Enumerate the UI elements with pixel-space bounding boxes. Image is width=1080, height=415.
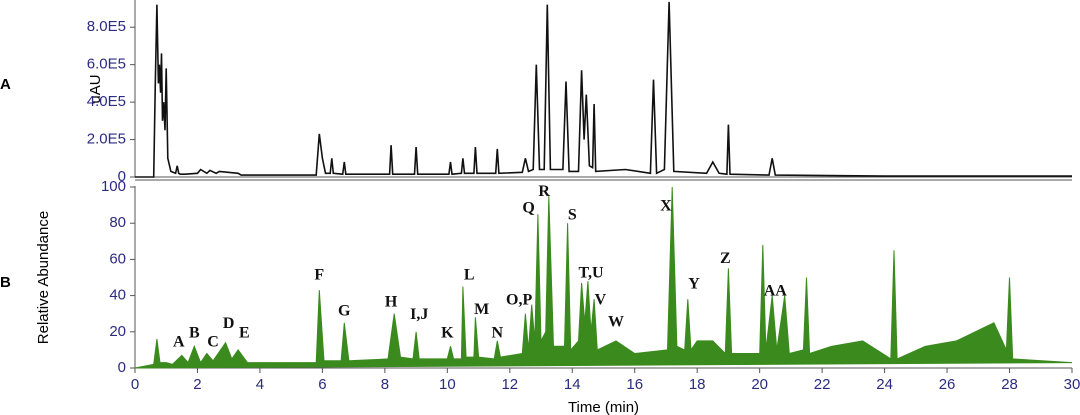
x-tick-label: 6 (318, 376, 326, 393)
peak-label: W (608, 313, 624, 330)
x-tick-label: 24 (876, 376, 893, 393)
peak-label: X (660, 198, 672, 215)
y-tick-label: 8.0E5 (87, 18, 126, 35)
x-tick-label: 20 (751, 376, 768, 393)
peak-label: A (173, 333, 185, 350)
y-tick-label: 6.0E5 (87, 56, 126, 73)
x-tick-label: 0 (131, 376, 139, 393)
x-tick-label: 2 (193, 376, 201, 393)
x-tick-label: 4 (256, 376, 264, 393)
x-tick-label: 10 (439, 376, 456, 393)
peak-label: B (189, 324, 200, 341)
peak-label: I,J (410, 306, 428, 323)
x-tick-label: 14 (564, 376, 581, 393)
y-tick-label: 4.0E5 (87, 93, 126, 110)
y-tick-label: 0 (118, 168, 126, 185)
panel-label: B (0, 274, 11, 291)
peak-label: Y (688, 275, 700, 292)
x-tick-label: 16 (626, 376, 643, 393)
peak-label: L (464, 266, 475, 283)
peak-label: G (338, 303, 351, 320)
peak-label: AA (764, 283, 788, 300)
y-tick-label: 60 (109, 250, 126, 267)
panel-label: A (0, 76, 11, 93)
y-tick-label: 20 (109, 323, 126, 340)
peak-label: D (223, 315, 235, 332)
peak-label: Q (522, 199, 534, 216)
y-tick-label: 100 (101, 178, 126, 195)
peak-label: E (239, 324, 250, 341)
y-tick-label: 0 (118, 359, 126, 376)
peak-label: Z (720, 250, 731, 267)
x-tick-label: 22 (814, 376, 831, 393)
x-tick-label: 26 (939, 376, 956, 393)
y-tick-label: 80 (109, 214, 126, 231)
trace-line (135, 1, 1072, 178)
y-tick-label: 2.0E5 (87, 131, 126, 148)
peak-label: O,P (506, 292, 532, 309)
peak-label: R (538, 183, 550, 200)
x-tick-label: 28 (1001, 376, 1018, 393)
x-tick-label: 30 (1064, 376, 1080, 393)
peak-label: V (595, 292, 607, 309)
x-tick-label: 8 (381, 376, 389, 393)
peak-label: H (385, 294, 398, 311)
y-tick-label: 40 (109, 287, 126, 304)
peak-label: C (207, 333, 219, 350)
peak-label: T,U (578, 265, 603, 282)
peak-label: F (314, 266, 324, 283)
x-tick-label: 12 (501, 376, 518, 393)
peak-label: K (441, 324, 454, 341)
peak-label: N (492, 324, 504, 341)
peak-label: M (474, 301, 489, 318)
peak-label: S (568, 207, 577, 224)
y-axis-label: Relative Abundance (35, 211, 52, 344)
trace-area (134, 186, 1073, 369)
x-axis-label: Time (min) (568, 399, 639, 415)
y-axis-label: uAU (87, 74, 104, 103)
x-tick-label: 18 (689, 376, 706, 393)
